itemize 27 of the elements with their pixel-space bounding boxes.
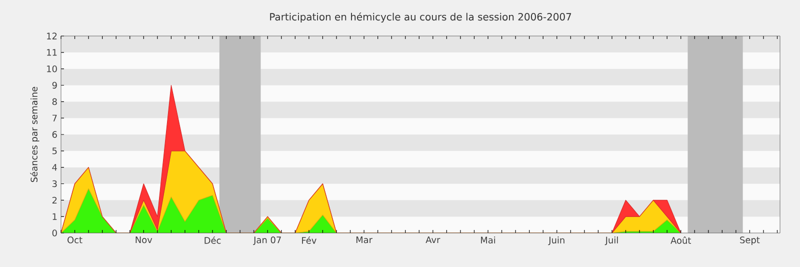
- y-tick-label: 3: [52, 180, 57, 188]
- x-tick-label: Déc: [204, 236, 221, 244]
- y-tick-label: 4: [52, 164, 57, 171]
- y-tick-label: 11: [47, 49, 57, 56]
- y-tick-label: 6: [52, 131, 57, 138]
- x-tick-label: Avr: [426, 236, 440, 244]
- y-tick-label: 2: [52, 196, 57, 204]
- y-tick-label: 8: [52, 98, 57, 106]
- x-tick-label: Mar: [356, 236, 372, 244]
- chart-title: Participation en hémicycle au cours de la session 2006-2007: [270, 12, 572, 23]
- y-tick-label: 12: [47, 32, 57, 40]
- x-tick-label: Fév: [302, 236, 316, 244]
- y-tick-label: 7: [52, 114, 57, 122]
- y-tick-label: 0: [52, 230, 57, 236]
- y-tick-label: 9: [52, 82, 57, 89]
- x-tick-label: Mai: [481, 236, 496, 244]
- x-tick-label: Jan 07: [253, 236, 281, 245]
- x-tick-label: Oct: [68, 236, 82, 244]
- x-tick-label: Juin: [548, 236, 564, 246]
- y-tick-label: 10: [47, 65, 57, 72]
- y-tick-label: 5: [52, 148, 57, 154]
- y-tick-label: 1: [52, 213, 57, 220]
- x-tick-label: Sept: [740, 236, 760, 246]
- y-axis-title: Séances par semaine: [30, 86, 40, 182]
- x-tick-label: Août: [670, 236, 691, 244]
- x-tick-label: Nov: [136, 236, 152, 244]
- x-tick-label: Juil: [604, 236, 618, 246]
